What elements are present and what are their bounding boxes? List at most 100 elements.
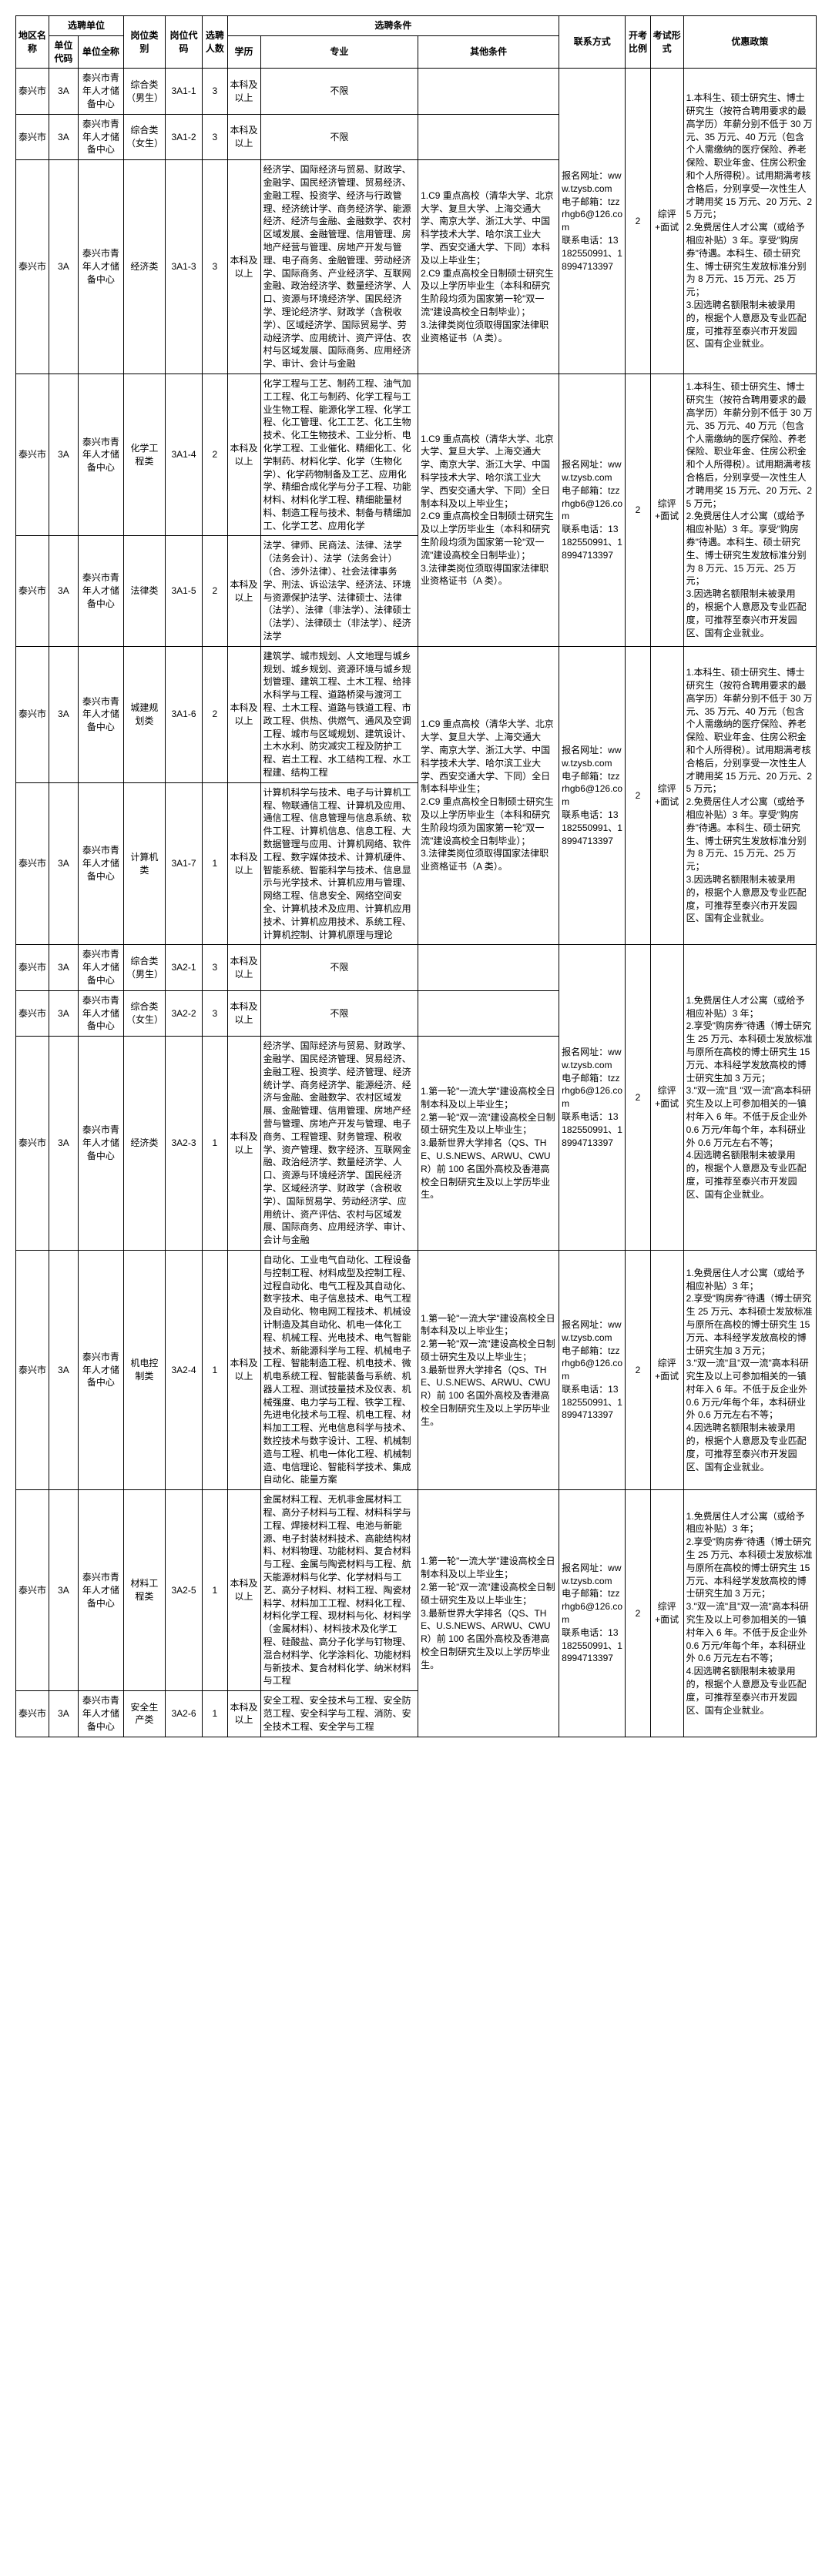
cell-contact: 报名网址：www.tzysb.com 电子邮箱：tzzrhgb6@126.com… — [559, 646, 626, 945]
cell-region: 泰兴市 — [16, 69, 49, 114]
cell-pos-code: 3A2-2 — [165, 990, 202, 1036]
cell-other — [418, 69, 559, 114]
cell-exam: 综评+面试 — [650, 646, 683, 945]
cell-num: 3 — [203, 945, 227, 990]
cell-unit_name: 泰兴市青年人才储备中心 — [78, 1250, 123, 1489]
cell-num: 2 — [203, 536, 227, 646]
cell-pos-code: 3A1-6 — [165, 646, 202, 782]
cell-region: 泰兴市 — [16, 1037, 49, 1251]
header-contact: 联系方式 — [559, 16, 626, 69]
cell-region: 泰兴市 — [16, 536, 49, 646]
cell-unit_code: 3A — [49, 114, 79, 159]
cell-major: 化学工程与工艺、制药工程、油气加工工程、化工与制药、化学工程与工业生物工程、能源… — [260, 374, 418, 536]
cell-unit_code: 3A — [49, 945, 79, 990]
cell-edu: 本科及以上 — [227, 114, 260, 159]
cell-num: 1 — [203, 782, 227, 945]
cell-policy: 1.本科生、硕士研究生、博士研究生（按符合聘用要求的最高学历）年薪分别不低于 3… — [683, 374, 816, 646]
cell-major: 金属材料工程、无机非金属材料工程、高分子材料与工程、材料科学与工程、焊接材料工程… — [260, 1490, 418, 1691]
cell-ratio: 2 — [626, 1490, 650, 1737]
cell-unit_name: 泰兴市青年人才储备中心 — [78, 374, 123, 536]
table-row: 泰兴市3A泰兴市青年人才储备中心综合类（男生）3A1-13本科及以上不限报名网址… — [16, 69, 817, 114]
cell-num: 2 — [203, 646, 227, 782]
cell-unit_name: 泰兴市青年人才储备中心 — [78, 1037, 123, 1251]
cell-major: 安全工程、安全技术与工程、安全防范工程、安全科学与工程、消防、安全技术工程、安全… — [260, 1691, 418, 1737]
cell-ratio: 2 — [626, 374, 650, 646]
table-row: 泰兴市3A泰兴市青年人才储备中心城建规划类3A1-62本科及以上建筑学、城市规划… — [16, 646, 817, 782]
cell-unit_name: 泰兴市青年人才储备中心 — [78, 1490, 123, 1691]
cell-pos-cat: 经济类 — [123, 160, 165, 374]
header-unit-group: 选聘单位 — [49, 16, 124, 36]
cell-pos-code: 3A2-1 — [165, 945, 202, 990]
cell-num: 3 — [203, 114, 227, 159]
header-edu: 学历 — [227, 35, 260, 69]
cell-pos-code: 3A2-4 — [165, 1250, 202, 1489]
header-exam: 考试形式 — [650, 16, 683, 69]
cell-pos-code: 3A2-5 — [165, 1490, 202, 1691]
cell-pos-cat: 经济类 — [123, 1037, 165, 1251]
cell-contact: 报名网址：www.tzysb.com 电子邮箱：tzzrhgb6@126.com… — [559, 945, 626, 1251]
cell-pos-cat: 城建规划类 — [123, 646, 165, 782]
cell-policy: 1.免费居住人才公寓（或给予相应补贴）3 年； 2.享受"购房券"待遇（博士研究… — [683, 945, 816, 1251]
table-row: 泰兴市3A泰兴市青年人才储备中心材料工程类3A2-51本科及以上金属材料工程、无… — [16, 1490, 817, 1691]
cell-unit_name: 泰兴市青年人才储备中心 — [78, 990, 123, 1036]
cell-other: 1.第一轮"一流大学"建设高校全日制本科及以上毕业生； 2.第一轮"双一流"建设… — [418, 1490, 559, 1737]
cell-edu: 本科及以上 — [227, 945, 260, 990]
cell-major: 经济学、国际经济与贸易、财政学、金融学、国民经济管理、贸易经济、金融工程、投资学… — [260, 1037, 418, 1251]
cell-unit_code: 3A — [49, 1691, 79, 1737]
cell-pos-cat: 材料工程类 — [123, 1490, 165, 1691]
cell-unit_name: 泰兴市青年人才储备中心 — [78, 945, 123, 990]
header-ratio: 开考比例 — [626, 16, 650, 69]
cell-edu: 本科及以上 — [227, 1250, 260, 1489]
header-unit-name: 单位全称 — [78, 35, 123, 69]
cell-pos-code: 3A1-1 — [165, 69, 202, 114]
cell-contact: 报名网址：www.tzysb.com 电子邮箱：tzzrhgb6@126.com… — [559, 374, 626, 646]
cell-ratio: 2 — [626, 1250, 650, 1489]
cell-other: 1.第一轮"一流大学"建设高校全日制本科及以上毕业生； 2.第一轮"双一流"建设… — [418, 1250, 559, 1489]
cell-pos-cat: 安全生产类 — [123, 1691, 165, 1737]
cell-edu: 本科及以上 — [227, 1691, 260, 1737]
table-row: 泰兴市3A泰兴市青年人才储备中心综合类（男生）3A2-13本科及以上不限报名网址… — [16, 945, 817, 990]
cell-region: 泰兴市 — [16, 1490, 49, 1691]
cell-pos-code: 3A1-3 — [165, 160, 202, 374]
cell-pos-cat: 计算机类 — [123, 782, 165, 945]
cell-other — [418, 945, 559, 990]
header-region: 地区名称 — [16, 16, 49, 69]
cell-major: 不限 — [260, 945, 418, 990]
cell-edu: 本科及以上 — [227, 646, 260, 782]
cell-num: 2 — [203, 374, 227, 536]
cell-policy: 1.免费居住人才公寓（或给予相应补贴）3 年； 2.享受"购房券"待遇（博士研究… — [683, 1250, 816, 1489]
cell-other: 1.C9 重点高校（清华大学、北京大学、复旦大学、上海交通大学、南京大学、浙江大… — [418, 374, 559, 646]
cell-pos-cat: 法律类 — [123, 536, 165, 646]
cell-major: 法学、律师、民商法、法律、法学（法务会计）、法学（法务会计）（合、涉外法律）、社… — [260, 536, 418, 646]
cell-ratio: 2 — [626, 945, 650, 1251]
cell-contact: 报名网址：www.tzysb.com 电子邮箱：tzzrhgb6@126.com… — [559, 1250, 626, 1489]
cell-edu: 本科及以上 — [227, 990, 260, 1036]
cell-unit_code: 3A — [49, 782, 79, 945]
cell-exam: 综评+面试 — [650, 945, 683, 1251]
header-unit-code: 单位代码 — [49, 35, 79, 69]
cell-edu: 本科及以上 — [227, 374, 260, 536]
cell-pos-code: 3A2-3 — [165, 1037, 202, 1251]
cell-other: 1.第一轮"一流大学"建设高校全日制本科及以上毕业生； 2.第一轮"双一流"建设… — [418, 1037, 559, 1251]
header-num: 选聘人数 — [203, 16, 227, 69]
table-row: 泰兴市3A泰兴市青年人才储备中心化学工程类3A1-42本科及以上化学工程与工艺、… — [16, 374, 817, 536]
table-row: 泰兴市3A泰兴市青年人才储备中心机电控制类3A2-41本科及以上自动化、工业电气… — [16, 1250, 817, 1489]
cell-edu: 本科及以上 — [227, 782, 260, 945]
header-pos-cat: 岗位类别 — [123, 16, 165, 69]
cell-unit_code: 3A — [49, 990, 79, 1036]
cell-unit_code: 3A — [49, 1037, 79, 1251]
cell-exam: 综评+面试 — [650, 374, 683, 646]
cell-unit_code: 3A — [49, 1250, 79, 1489]
cell-unit_name: 泰兴市青年人才储备中心 — [78, 782, 123, 945]
recruitment-table: 地区名称 选聘单位 岗位类别 岗位代码 选聘人数 选聘条件 联系方式 开考比例 … — [15, 15, 817, 1737]
cell-unit_code: 3A — [49, 160, 79, 374]
cell-major: 不限 — [260, 990, 418, 1036]
cell-pos-cat: 综合类（女生） — [123, 990, 165, 1036]
cell-unit_code: 3A — [49, 69, 79, 114]
cell-pos-cat: 化学工程类 — [123, 374, 165, 536]
cell-edu: 本科及以上 — [227, 1490, 260, 1691]
cell-num: 3 — [203, 990, 227, 1036]
cell-region: 泰兴市 — [16, 374, 49, 536]
cell-unit_name: 泰兴市青年人才储备中心 — [78, 114, 123, 159]
cell-region: 泰兴市 — [16, 990, 49, 1036]
